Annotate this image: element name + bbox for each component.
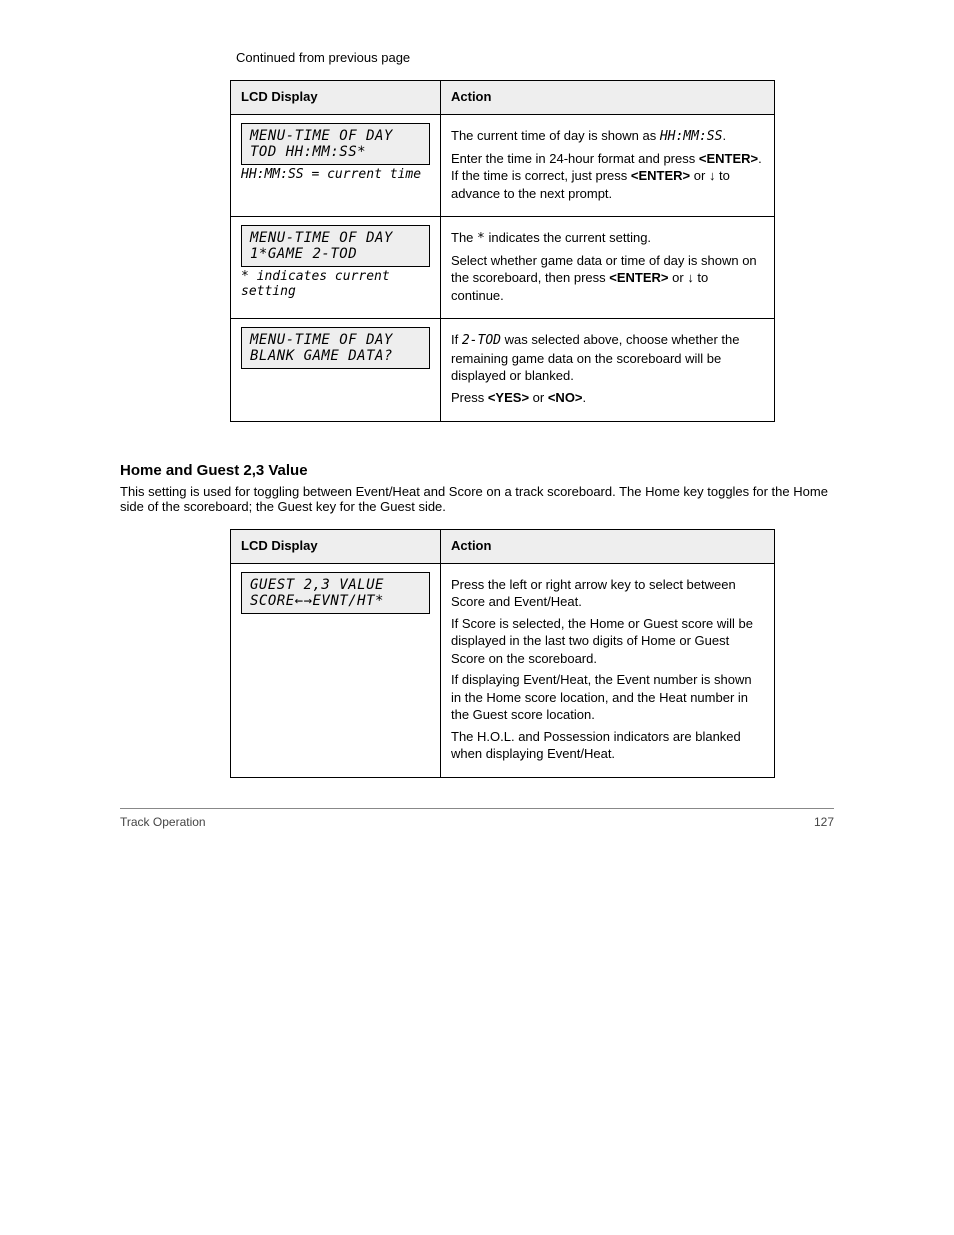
down-arrow-icon: ↓ xyxy=(709,168,716,183)
time-of-day-table: LCD Display Action MENU-TIME OF DAY TOD … xyxy=(230,80,775,422)
table-row: MENU-TIME OF DAY 1*GAME 2-TOD * indicate… xyxy=(231,217,775,319)
col-header-lcd: LCD Display xyxy=(231,529,441,563)
col-header-action: Action xyxy=(441,529,775,563)
lcd-line2: SCORE←→EVNT/HT* xyxy=(250,593,421,609)
table-row: MENU-TIME OF DAY BLANK GAME DATA? If 2-T… xyxy=(231,319,775,421)
lcd-subnote: HH:MM:SS = current time xyxy=(241,167,430,182)
lcd-subnote: * indicates current setting xyxy=(241,269,430,299)
table-row: MENU-TIME OF DAY TOD HH:MM:SS* HH:MM:SS … xyxy=(231,115,775,217)
action-cell: Press the left or right arrow key to sel… xyxy=(441,563,775,777)
table-row: GUEST 2,3 VALUE SCORE←→EVNT/HT* Press th… xyxy=(231,563,775,777)
page-footer: Track Operation 127 xyxy=(120,815,834,829)
section-title-23value: Home and Guest 2,3 Value xyxy=(120,462,834,479)
footer-rule xyxy=(120,808,834,809)
down-arrow-icon: ↓ xyxy=(687,270,694,285)
twothree-table: LCD Display Action GUEST 2,3 VALUE SCORE… xyxy=(230,529,775,778)
lcd-display: MENU-TIME OF DAY BLANK GAME DATA? xyxy=(241,327,430,369)
lcd-display: MENU-TIME OF DAY TOD HH:MM:SS* xyxy=(241,123,430,165)
lcd-display: GUEST 2,3 VALUE SCORE←→EVNT/HT* xyxy=(241,572,430,614)
action-cell: The current time of day is shown as HH:M… xyxy=(441,115,775,217)
section-body-23value: This setting is used for toggling betwee… xyxy=(120,484,834,514)
lcd-line1: GUEST 2,3 VALUE xyxy=(250,577,421,593)
footer-left: Track Operation xyxy=(120,815,206,829)
col-header-lcd: LCD Display xyxy=(231,81,441,115)
lcd-display: MENU-TIME OF DAY 1*GAME 2-TOD xyxy=(241,225,430,267)
lcd-line1: MENU-TIME OF DAY xyxy=(250,128,421,144)
action-cell: The * indicates the current setting. Sel… xyxy=(441,217,775,319)
lcd-line1: MENU-TIME OF DAY xyxy=(250,230,421,246)
col-header-action: Action xyxy=(441,81,775,115)
lcd-line2: TOD HH:MM:SS* xyxy=(250,144,421,160)
lcd-line1: MENU-TIME OF DAY xyxy=(250,332,421,348)
footer-page-number: 127 xyxy=(814,815,834,829)
action-cell: If 2-TOD was selected above, choose whet… xyxy=(441,319,775,421)
lcd-line2: 1*GAME 2-TOD xyxy=(250,246,421,262)
continued-note: Continued from previous page xyxy=(120,50,834,65)
lcd-line2: BLANK GAME DATA? xyxy=(250,348,421,364)
